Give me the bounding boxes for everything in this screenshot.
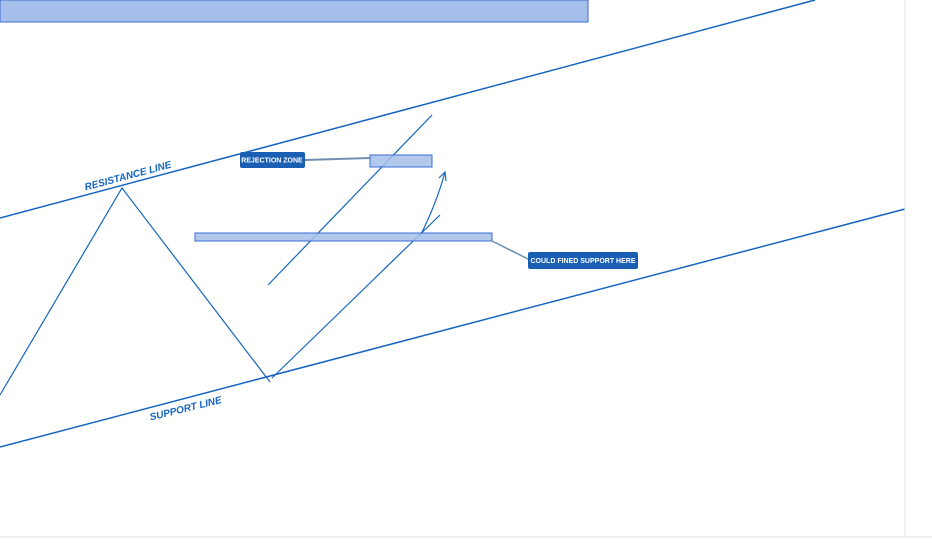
rising-lower: [271, 214, 441, 379]
support-line: [0, 208, 906, 448]
arrow-head: [438, 170, 447, 182]
rejection-label: REJECTION ZONE: [241, 157, 303, 164]
rejection-zone: [369, 154, 433, 168]
support-zone: [194, 232, 493, 242]
zigzag: [0, 186, 271, 396]
rising-upper: [267, 114, 433, 286]
zone-top: [0, 0, 589, 23]
label-box: [528, 252, 638, 269]
connector: [304, 157, 371, 161]
support-label: COULD FINED SUPPORT HERE: [530, 258, 635, 265]
label-box: [240, 152, 305, 168]
connector: [491, 240, 531, 261]
arrow: [419, 171, 446, 237]
resistance-line: [0, 0, 816, 219]
drawings: [0, 0, 906, 448]
